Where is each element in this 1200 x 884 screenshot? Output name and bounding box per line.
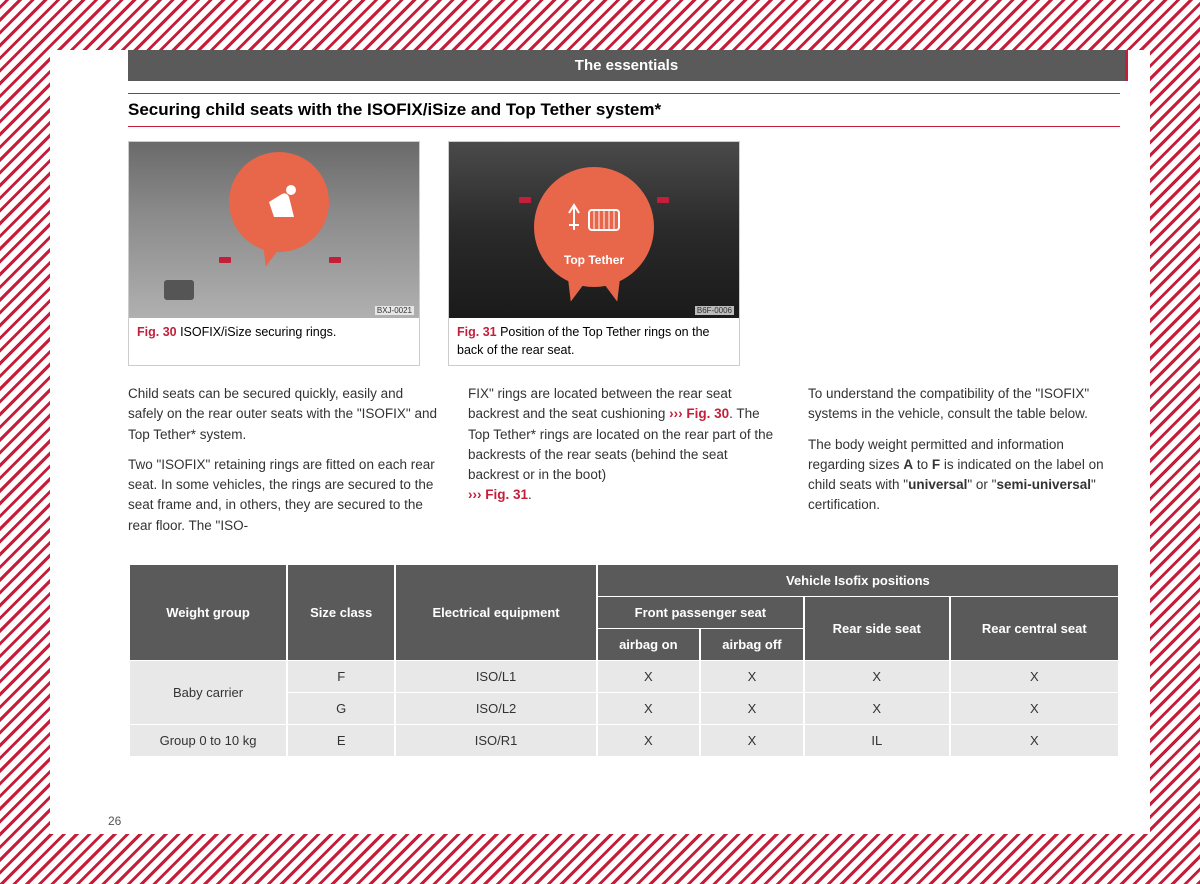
th-equipment: Electrical equipment	[396, 565, 595, 660]
th-positions: Vehicle Isofix positions	[598, 565, 1118, 596]
cell-group: Group 0 to 10 kg	[130, 725, 286, 756]
column-3: To understand the compatibility of the "…	[808, 384, 1120, 546]
cell: X	[701, 693, 803, 724]
paragraph: Child seats can be secured quickly, easi…	[128, 384, 440, 445]
images-row: BXJ-0021 Fig. 30 ISOFIX/iSize securing r…	[128, 141, 1120, 366]
header-bar: The essentials	[128, 50, 1128, 81]
cell: X	[701, 725, 803, 756]
text-columns: Child seats can be secured quickly, easi…	[128, 384, 1120, 546]
cell: X	[598, 661, 699, 692]
column-2: FIX" rings are located between the rear …	[468, 384, 780, 546]
fig-label: Fig. 31	[457, 325, 497, 339]
figure-31-block: Top Tether B6F-0006 Fig. 31 Position of …	[448, 141, 740, 366]
isofix-table: Weight group Size class Electrical equip…	[128, 564, 1120, 757]
image-code: BXJ-0021	[375, 306, 414, 315]
th-airbag-off: airbag off	[701, 629, 803, 660]
isofix-marker	[219, 257, 231, 263]
cell: X	[951, 661, 1118, 692]
manual-page: The essentials Securing child seats with…	[50, 50, 1150, 834]
top-tether-label: Top Tether	[534, 253, 654, 267]
cell: ISO/L2	[396, 693, 595, 724]
th-weight-group: Weight group	[130, 565, 286, 660]
cell: IL	[805, 725, 949, 756]
tether-marker	[519, 197, 531, 203]
text: semi-universal	[996, 477, 1091, 492]
th-rear-side: Rear side seat	[805, 597, 949, 660]
th-front-seat: Front passenger seat	[598, 597, 803, 628]
cell: ISO/L1	[396, 661, 595, 692]
paragraph: To understand the compatibility of the "…	[808, 384, 1120, 425]
cell: X	[598, 725, 699, 756]
cell: X	[598, 693, 699, 724]
text: A	[903, 457, 913, 472]
cell: X	[805, 693, 949, 724]
paragraph: FIX" rings are located between the rear …	[468, 384, 780, 506]
figure-30-image: BXJ-0021	[129, 142, 419, 318]
table-row: Baby carrier F ISO/L1 X X X X	[130, 661, 1118, 692]
text: " or "	[967, 477, 996, 492]
cell: X	[701, 661, 803, 692]
table-header-row: Weight group Size class Electrical equip…	[130, 565, 1118, 596]
figure-reference: ››› Fig. 30	[669, 406, 729, 421]
cell: X	[805, 661, 949, 692]
figure-31-caption: Fig. 31 Position of the Top Tether rings…	[449, 318, 739, 365]
cell: X	[951, 693, 1118, 724]
seat-buckle-icon	[164, 280, 194, 300]
cell: F	[288, 661, 394, 692]
th-size-class: Size class	[288, 565, 394, 660]
paragraph: The body weight permitted and informatio…	[808, 435, 1120, 516]
table-row: Group 0 to 10 kg E ISO/R1 X X IL X	[130, 725, 1118, 756]
text: F	[932, 457, 940, 472]
fig-caption-text: ISOFIX/iSize securing rings.	[180, 325, 336, 339]
paragraph: Two "ISOFIX" retaining rings are fitted …	[128, 455, 440, 536]
th-airbag-on: airbag on	[598, 629, 699, 660]
figure-reference: ››› Fig. 31	[468, 487, 528, 502]
content-area: Securing child seats with the ISOFIX/iSi…	[50, 93, 1150, 757]
cell: ISO/R1	[396, 725, 595, 756]
cell-group: Baby carrier	[130, 661, 286, 724]
image-code: B6F-0006	[695, 306, 734, 315]
text: .	[528, 487, 532, 502]
isofix-marker	[329, 257, 341, 263]
fig-label: Fig. 30	[137, 325, 177, 339]
isofix-bubble-icon	[229, 152, 329, 252]
figure-31-image: Top Tether B6F-0006	[449, 142, 739, 318]
text: to	[913, 457, 932, 472]
figure-30-caption: Fig. 30 ISOFIX/iSize securing rings.	[129, 318, 419, 348]
text: universal	[908, 477, 967, 492]
column-1: Child seats can be secured quickly, easi…	[128, 384, 440, 546]
figure-30-block: BXJ-0021 Fig. 30 ISOFIX/iSize securing r…	[128, 141, 420, 366]
cell: X	[951, 725, 1118, 756]
cell: G	[288, 693, 394, 724]
page-number: 26	[108, 814, 121, 828]
th-rear-central: Rear central seat	[951, 597, 1118, 660]
top-tether-bubble-icon: Top Tether	[534, 167, 654, 287]
cell: E	[288, 725, 394, 756]
tether-marker	[657, 197, 669, 203]
section-title: Securing child seats with the ISOFIX/iSi…	[128, 93, 1120, 127]
